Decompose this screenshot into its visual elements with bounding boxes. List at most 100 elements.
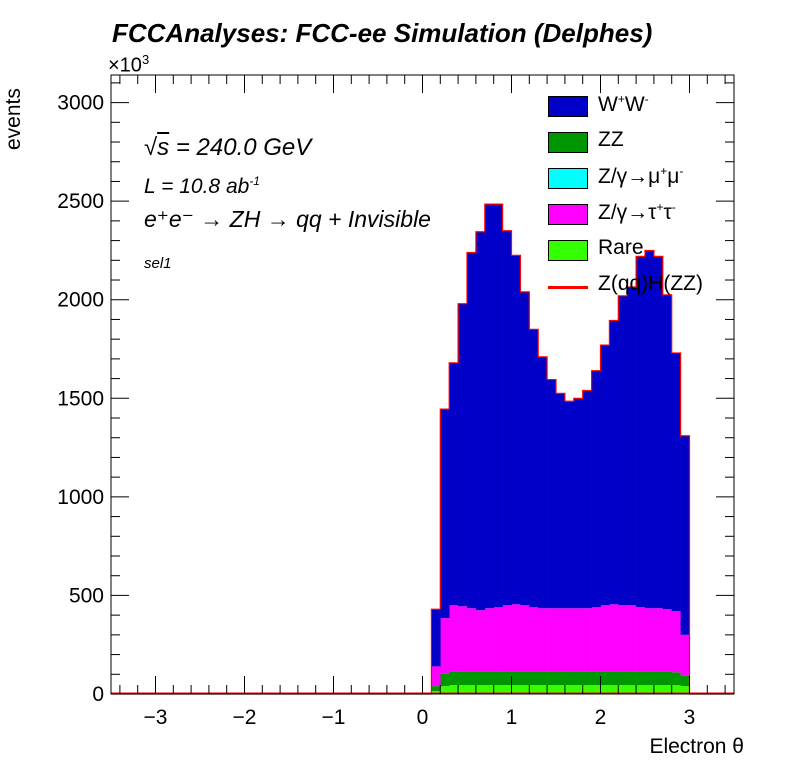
y-tick-label: 1500 [57,387,104,410]
bar-z-6 [484,608,494,672]
bar-ww-18 [591,370,601,608]
bar-ww-2 [449,362,459,606]
bar-ww-9 [511,255,521,605]
bar-zz-23 [636,671,646,686]
bar-ww-1 [440,409,450,619]
bar-ww-27 [671,352,681,612]
energy-annotation: √s = 240.0 GeV [144,134,312,161]
bar-zz-28 [680,675,690,687]
bar-z-23 [636,607,646,672]
bar-zz-13 [547,671,557,686]
bar-ww-17 [582,390,592,609]
bar-zz-22 [627,671,637,686]
bar-rare-21 [618,685,628,694]
x-tick-label: 0 [417,706,429,729]
bar-zz-25 [653,671,664,686]
bar-zz-7 [493,671,503,686]
x-tick-label: −2 [233,706,257,729]
x-tick-label: 1 [506,706,518,729]
bar-ww-11 [529,329,539,608]
bar-z-4 [467,608,477,672]
bar-z-28 [680,634,690,676]
bar-z-14 [556,608,566,672]
bar-zz-8 [502,671,512,686]
bar-ww-28 [680,435,690,635]
bar-z-15 [564,608,575,672]
bar-ww-14 [556,393,566,609]
bar-zz-19 [600,671,610,686]
y-exponent: ×103 [108,52,150,77]
bar-rare-11 [529,685,539,694]
bar-z-25 [653,608,664,672]
bar-rare-12 [538,685,548,694]
y-tick-label: 3000 [57,92,104,115]
bar-z-3 [458,606,468,672]
legend-label: Rare [598,236,644,259]
bar-zz-10 [520,671,530,686]
bar-ww-20 [609,320,619,605]
bar-rare-24 [645,685,655,694]
bar-zz-5 [475,671,486,686]
bar-rare-14 [556,685,566,694]
bar-ww-16 [573,398,583,609]
x-axis-label: Electron θ [649,735,744,758]
bar-ww-10 [520,291,530,606]
bar-z-10 [520,605,530,672]
bar-ww-26 [662,294,672,610]
bar-z-17 [582,608,592,672]
process-annotation: e⁺e⁻ → ZH → qq + Invisible [144,206,431,232]
legend-color-swatch [548,132,588,153]
bar-z-9 [511,604,521,672]
bar-z-20 [609,604,619,672]
bar-zz-14 [556,671,566,686]
bar-ww-23 [636,256,646,608]
bar-rare-22 [627,685,637,694]
bar-ww-4 [467,252,477,609]
bar-rare-9 [511,685,521,694]
y-tick-label: 500 [69,584,104,607]
bar-ww-19 [600,345,610,606]
bar-zz-3 [458,671,468,686]
bar-rare-8 [502,685,512,694]
bar-ww-24 [645,250,655,609]
bar-rare-3 [458,685,468,694]
bar-rare-10 [520,685,530,694]
bar-rare-18 [591,685,601,694]
legend-label: Z/γ→τ+τ- [598,200,676,224]
legend-color-swatch [548,204,588,225]
legend-label: Z/γ→μ+μ- [598,164,684,188]
legend-line-swatch [548,286,588,289]
legend-label: ZZ [598,128,624,151]
bar-z-27 [671,611,681,673]
y-tick-label: 2500 [57,190,104,213]
legend-color-swatch [548,96,588,117]
bar-rare-6 [484,685,494,694]
bar-z-13 [547,608,557,672]
bar-ww-25 [653,256,664,609]
bar-z-18 [591,607,601,672]
bar-rare-19 [600,685,610,694]
y-tick-label: 2000 [57,289,104,312]
bar-ww-6 [484,204,494,609]
legend-color-swatch [548,240,588,261]
stacked-bars [111,203,734,695]
bar-ww-13 [547,379,557,609]
bar-z-5 [475,610,486,672]
x-tick-label: −1 [322,706,346,729]
bar-zz-9 [511,671,521,686]
bar-zz-2 [449,671,459,686]
bar-z-16 [573,608,583,672]
bar-z-12 [538,608,548,672]
bar-z-26 [662,609,672,672]
bar-z-19 [600,605,610,672]
bar-z-8 [502,605,512,672]
bar-zz-1 [440,673,450,687]
bar-rare-17 [582,685,592,694]
y-axis-label: events [2,88,25,150]
bar-ww-12 [538,356,548,609]
y-tick-label: 0 [92,683,104,706]
bar-z-1 [440,618,450,674]
bar-ww-0 [431,609,441,667]
legend-label: Z(qq)H(ZZ) [598,272,703,295]
